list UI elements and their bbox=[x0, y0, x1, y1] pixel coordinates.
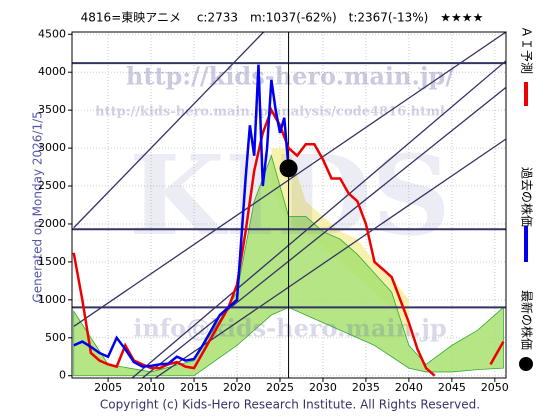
chart-title: 4816=東映アニメ c:2733 m:1037(-62%) t:2367(-1… bbox=[81, 11, 484, 25]
y-tick-label: 4500 bbox=[38, 27, 66, 40]
copyright: Copyright (c) Kids-Hero Research Institu… bbox=[100, 398, 480, 412]
x-tick-label: 2045 bbox=[438, 381, 466, 394]
x-tick-label: 2010 bbox=[137, 381, 165, 394]
latest-point bbox=[279, 159, 298, 178]
y-tick-label: 500 bbox=[45, 331, 66, 344]
legend-label: 過去の株価 bbox=[520, 167, 535, 227]
trend-line bbox=[73, 32, 506, 327]
legend-label: 最新の株価 bbox=[520, 290, 535, 350]
x-tick-label: 2050 bbox=[481, 381, 509, 394]
x-tick-label: 2005 bbox=[94, 381, 122, 394]
x-tick-label: 2025 bbox=[266, 381, 294, 394]
watermark: http://kids-hero.main.jp/ bbox=[126, 62, 454, 91]
y-tick-label: 1500 bbox=[38, 255, 66, 268]
x-tick-label: 2040 bbox=[395, 381, 423, 394]
y-tick-label: 2000 bbox=[38, 217, 66, 230]
plot-frame bbox=[71, 31, 507, 379]
series-line bbox=[73, 64, 290, 368]
legend-label: ＡＩ予測 bbox=[520, 26, 534, 74]
trend-line bbox=[154, 138, 506, 378]
watermark: info@kids-hero.main.jp bbox=[133, 314, 447, 343]
trend-line bbox=[131, 60, 506, 378]
y-tick-label: 0 bbox=[59, 369, 66, 382]
y-tick-label: 3500 bbox=[38, 103, 66, 116]
trend-line bbox=[142, 86, 506, 378]
y-tick-label: 3000 bbox=[38, 141, 66, 154]
x-tick-label: 2015 bbox=[180, 381, 208, 394]
y-tick-label: 4000 bbox=[38, 65, 66, 78]
x-tick-label: 2030 bbox=[309, 381, 337, 394]
legend-swatch bbox=[519, 357, 533, 371]
plot-layer: http://kids-hero.main.jp/http://kids-her… bbox=[72, 32, 506, 378]
y-tick-label: 2500 bbox=[38, 179, 66, 192]
x-tick-label: 2035 bbox=[352, 381, 380, 394]
trend-line bbox=[73, 32, 265, 229]
y-tick-label: 1000 bbox=[38, 293, 66, 306]
generated-label: Generated on Monday 2026/1/5. bbox=[31, 107, 45, 302]
x-tick-label: 2020 bbox=[223, 381, 251, 394]
series-line bbox=[489, 340, 505, 365]
